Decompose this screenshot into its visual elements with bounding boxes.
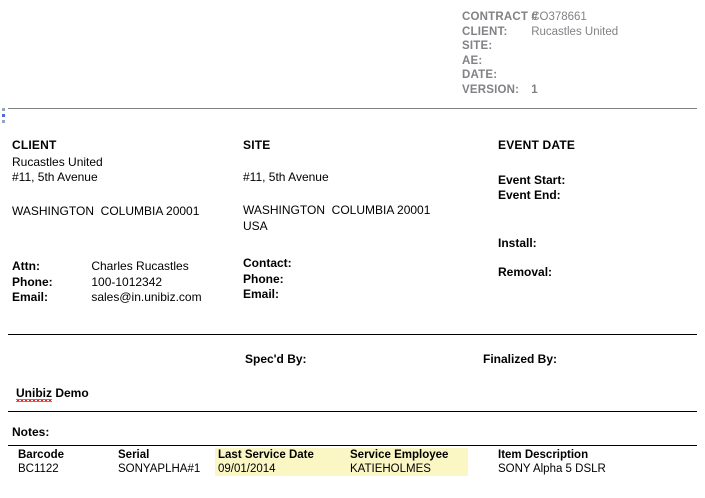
contract-number-label: CONTRACT # [462,11,539,23]
header-client-label: CLIENT: [462,25,508,38]
column-header-serial: Serial [118,449,150,461]
finalized-by-label: Finalized By: [483,352,558,366]
site-column: SITE #11, 5th Avenue WASHINGTON COLUMBIA… [243,138,493,303]
marker-dot-bottom [2,120,5,123]
site-spacer-2 [243,234,493,256]
marker-dot-middle [2,114,5,117]
cell-serial: SONYAPLHA#1 [118,463,201,475]
event-date-column: EVENT DATE Event Start: Event End: Insta… [498,138,698,281]
header-site-label: SITE: [462,40,493,53]
cell-service-employee: KATIEHOLMES [350,463,431,475]
header-row-client: CLIENT: Rucastles United [462,25,702,40]
site-phone-row: Phone: [243,272,493,288]
divider-above-equipment-table [8,445,697,446]
client-city-state-zip: WASHINGTON COLUMBIA 20001 [12,203,200,218]
demo-signature-suffix: Demo [52,386,89,400]
client-phone-row: Phone: 100-1012342 [12,275,240,291]
header-row-version: VERSION: 1 [462,83,702,98]
client-attn-label: Attn: [12,259,40,273]
column-header-last-service-date: Last Service Date [218,449,314,461]
event-removal-row: Removal: [498,265,698,281]
site-contact-row: Contact: [243,256,493,272]
event-spacer-2 [498,204,698,236]
divider-above-notes [8,411,697,412]
site-email-label: Email: [243,287,280,301]
site-column-title: SITE [243,138,271,152]
site-name [243,155,493,170]
header-row-date: DATE: [462,68,702,83]
table-row: BC1122 SONYAPLHA#1 09/01/2014 KATIEHOLME… [0,462,705,476]
site-email-row: Email: [243,287,493,303]
client-spacer-1 [12,186,240,204]
header-version-label: VERSION: [462,83,520,96]
client-email-value: sales@in.unibiz.com [91,290,202,304]
client-address-line1: #11, 5th Avenue [12,170,98,184]
event-spacer-1 [498,155,698,173]
client-phone-value: 100-1012342 [91,274,163,289]
site-address-line1: #11, 5th Avenue [243,169,329,184]
client-phone-label: Phone: [12,274,53,289]
contract-number-value: CO378661 [531,11,587,23]
site-city-state-zip: WASHINGTON COLUMBIA 20001 [243,203,431,217]
client-column-title: CLIENT [12,138,57,152]
event-install-label: Install: [498,235,537,250]
text-cursor-marker [2,108,5,126]
event-start-label: Event Start: [498,172,566,187]
event-end-row: Event End: [498,188,698,204]
column-header-service-employee: Service Employee [350,449,449,461]
column-header-barcode: Barcode [18,449,65,461]
contract-header-block: CONTRACT # CO378661 CLIENT: Rucastles Un… [462,10,702,98]
header-client-value: Rucastles United [531,25,619,38]
column-header-item-description: Item Description [498,449,589,461]
client-email-label: Email: [12,290,49,304]
equipment-table-header-row: Barcode Serial Last Service Date Service… [0,448,705,462]
event-end-label: Event End: [498,188,561,202]
header-row-site: SITE: [462,39,702,54]
event-spacer-3 [498,251,698,265]
notes-label: Notes: [12,425,50,439]
client-email-row: Email: sales@in.unibiz.com [12,290,240,306]
site-spacer-1 [243,185,493,203]
specd-by-label: Spec'd By: [245,352,307,366]
site-phone-label: Phone: [243,271,284,286]
client-column: CLIENT Rucastles United #11, 5th Avenue … [12,138,240,306]
equipment-table: Barcode Serial Last Service Date Service… [0,448,705,476]
header-row-contract-number: CONTRACT # CO378661 [462,10,702,25]
header-version-value: 1 [531,83,538,96]
event-removal-label: Removal: [498,265,553,279]
event-date-column-title: EVENT DATE [498,138,576,152]
demo-signature-name: Unibiz Demo [16,386,89,402]
cell-item-description: SONY Alpha 5 DSLR [498,463,606,475]
event-start-row: Event Start: [498,173,698,189]
cell-last-service-date: 09/01/2014 [218,463,276,475]
header-ae-label: AE: [462,54,483,67]
cell-barcode: BC1122 [18,463,59,475]
client-attn-value: Charles Rucastles [91,259,189,273]
demo-signature-misspelled-word: Unibiz [16,386,52,402]
header-date-label: DATE: [462,69,498,82]
client-spacer-2 [12,219,240,259]
divider-under-header [8,108,697,109]
service-columns-highlight [215,448,468,476]
event-install-row: Install: [498,236,698,252]
client-attn-row: Attn: Charles Rucastles [12,259,240,275]
marker-dot-top [2,108,5,111]
header-row-ae: AE: [462,54,702,69]
site-contact-label: Contact: [243,256,292,270]
client-name: Rucastles United [12,154,103,169]
divider-above-signatures [8,334,697,335]
site-country: USA [243,218,268,233]
